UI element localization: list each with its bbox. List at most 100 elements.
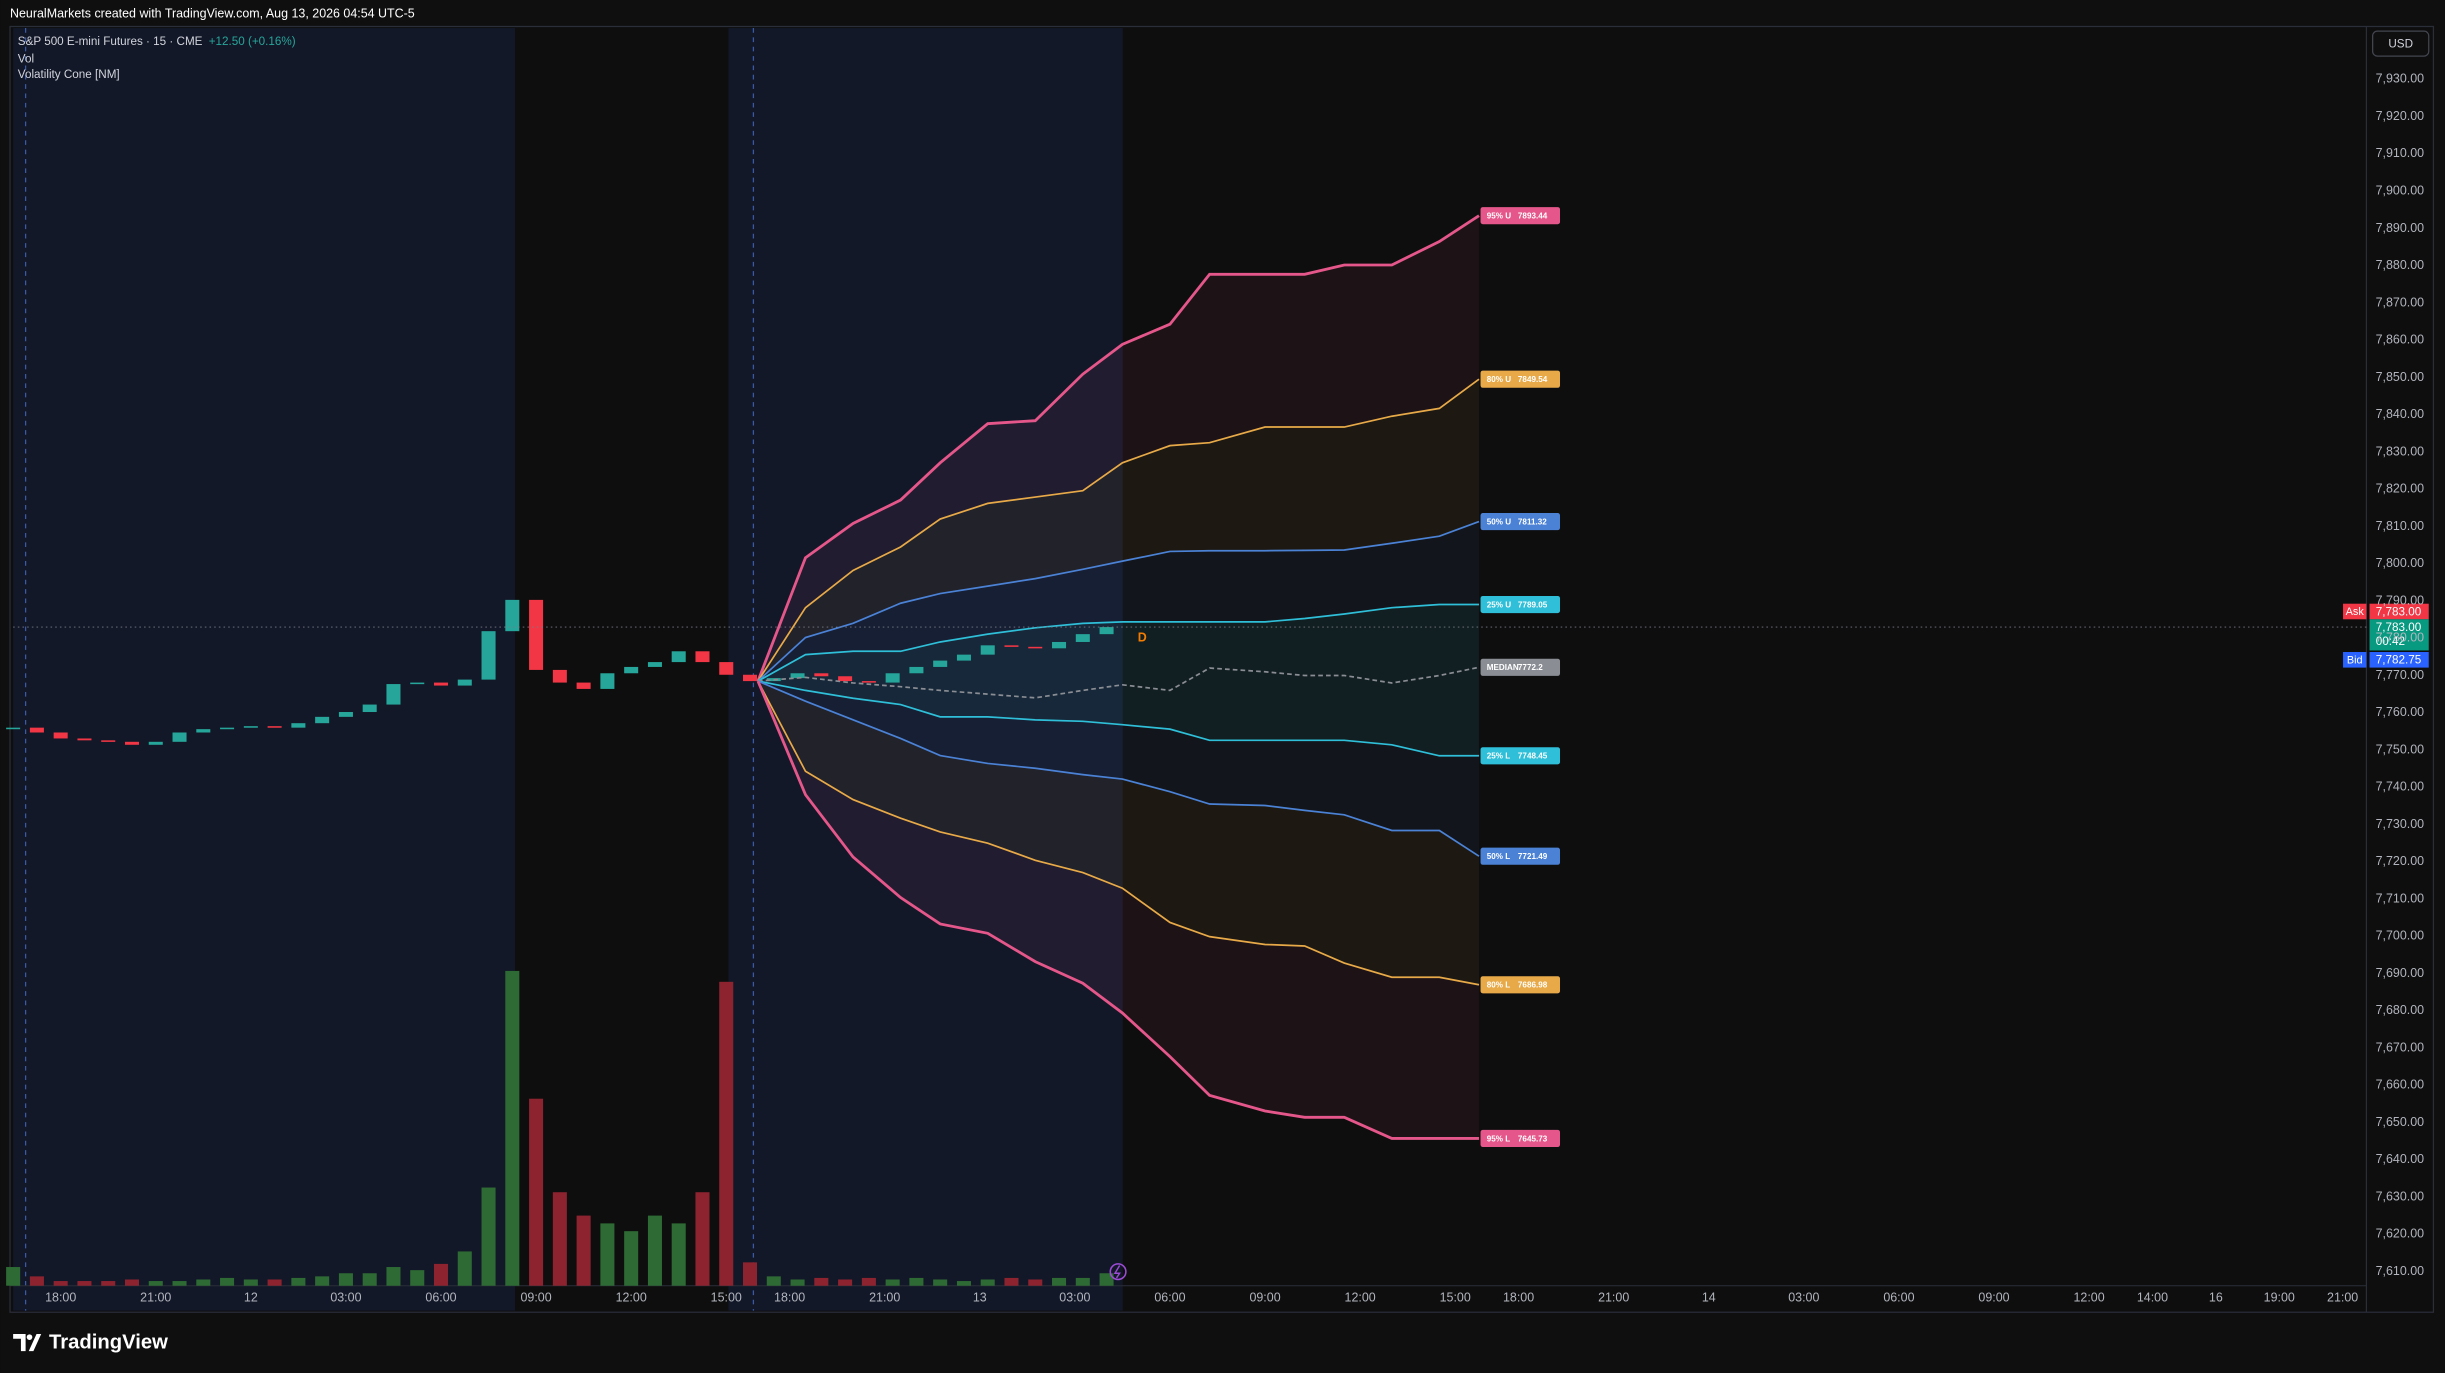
- x-tick-label: 12: [244, 1290, 258, 1304]
- volume-bar: [956, 1281, 971, 1286]
- volume-bar: [1099, 1273, 1114, 1286]
- cone-band: [757, 604, 1479, 756]
- ask-tag: [2343, 603, 2367, 620]
- candle: [1099, 627, 1114, 635]
- volume-bar: [433, 1263, 449, 1286]
- candle: [386, 684, 401, 705]
- cone-line: [757, 680, 1480, 986]
- candle: [838, 676, 853, 682]
- cone-tag-name: 25% L: [1487, 752, 1510, 761]
- candle: [481, 631, 496, 680]
- replay-icon[interactable]: [1109, 1263, 1127, 1281]
- x-tick-label: 21:00: [869, 1290, 900, 1304]
- cone-line: [757, 666, 1480, 699]
- cone-band: [757, 681, 1479, 857]
- y-tick-label: 7,830.00: [2376, 444, 2425, 458]
- candle: [552, 669, 567, 683]
- bid-price-tag: [2369, 652, 2429, 668]
- last-price: 7,783.00: [2376, 621, 2422, 634]
- cone-tag: [1480, 513, 1561, 531]
- volume-bar: [885, 1279, 900, 1286]
- cone-line: [756, 214, 1480, 682]
- x-tick-label: 06:00: [1883, 1290, 1914, 1304]
- countdown: 00:42: [2376, 635, 2405, 648]
- candle: [1075, 634, 1090, 642]
- cone-tag: [1480, 847, 1561, 865]
- x-tick-label: 18:00: [45, 1290, 76, 1304]
- candle: [909, 666, 924, 674]
- y-tick-label: 7,660.00: [2376, 1078, 2425, 1092]
- candle: [505, 599, 520, 632]
- brand: TradingView: [49, 1332, 168, 1354]
- volume-bar: [600, 1223, 615, 1286]
- y-tick-label: 7,900.00: [2376, 184, 2425, 198]
- x-tick-label: 15:00: [711, 1290, 742, 1304]
- y-tick-label: 7,630.00: [2376, 1189, 2425, 1203]
- volume-bar: [172, 1281, 187, 1286]
- volume-bar: [743, 1262, 758, 1286]
- cone-tag-name: 80% U: [1487, 375, 1511, 384]
- volume-bar: [1052, 1277, 1067, 1286]
- volume-bar: [814, 1277, 829, 1286]
- ask-label: Ask: [2346, 606, 2365, 618]
- cone-band: [757, 379, 1479, 682]
- cone-tag: [1480, 1129, 1561, 1148]
- candle: [338, 712, 353, 717]
- volume-bar: [410, 1270, 425, 1286]
- currency[interactable]: USD: [2388, 37, 2413, 50]
- currency-button[interactable]: [2372, 30, 2430, 57]
- y-tick-label: 7,920.00: [2376, 109, 2425, 123]
- replay-icon: [1113, 1265, 1121, 1279]
- x-tick-label: 09:00: [1978, 1290, 2009, 1304]
- volume-bar: [576, 1215, 591, 1286]
- volume-bar: [101, 1281, 116, 1286]
- session-bg: [13, 28, 515, 1311]
- volume-bar: [148, 1281, 163, 1286]
- logo: TradingView: [13, 1332, 168, 1354]
- cone-tag-name: 50% U: [1487, 517, 1511, 526]
- x-tick-label: 09:00: [1249, 1290, 1280, 1304]
- volume-bar: [766, 1276, 781, 1286]
- y-tick-label: 7,890.00: [2376, 221, 2425, 235]
- volume-bar: [220, 1277, 235, 1286]
- candle: [172, 732, 187, 742]
- x-tick-label: 12:00: [1345, 1290, 1376, 1304]
- candle: [980, 645, 995, 655]
- candle: [1052, 641, 1067, 649]
- volume-bar: [457, 1251, 472, 1286]
- volume-bar: [1075, 1277, 1090, 1286]
- candle: [77, 738, 92, 741]
- candle: [814, 673, 829, 677]
- cone-tag-value: 7849.54: [1518, 375, 1548, 384]
- cone-tag-name: 95% L: [1487, 1134, 1510, 1143]
- candle: [743, 674, 758, 682]
- cone-band: [757, 681, 1479, 985]
- cone-line: [757, 378, 1480, 682]
- volume-bar: [671, 1223, 686, 1286]
- candle: [315, 716, 330, 724]
- cone-line: [757, 603, 1479, 682]
- candle: [220, 727, 235, 730]
- volume-bar: [719, 981, 734, 1286]
- y-tick-label: 7,740.00: [2376, 780, 2425, 794]
- cone-band: [757, 215, 1479, 682]
- bid-price: 7,782.75: [2376, 654, 2421, 667]
- candle: [433, 682, 449, 686]
- candle: [624, 666, 639, 674]
- candle: [148, 741, 163, 745]
- y-tick-label: 7,690.00: [2376, 966, 2425, 980]
- candle: [671, 651, 686, 663]
- logo-icon: [13, 1334, 42, 1352]
- volume-bar: [909, 1277, 924, 1286]
- y-tick-label: 7,650.00: [2376, 1115, 2425, 1129]
- volume-bar: [980, 1279, 995, 1286]
- y-tick-label: 7,640.00: [2376, 1152, 2425, 1166]
- volume-bar: [552, 1192, 567, 1286]
- y-tick-label: 7,850.00: [2376, 370, 2425, 384]
- y-tick-label: 7,610.00: [2376, 1264, 2425, 1278]
- y-tick-label: 7,820.00: [2376, 482, 2425, 496]
- y-tick-label: 7,760.00: [2376, 705, 2425, 719]
- x-tick-label: 03:00: [1788, 1290, 1819, 1304]
- x-tick-label: 14: [1702, 1290, 1716, 1304]
